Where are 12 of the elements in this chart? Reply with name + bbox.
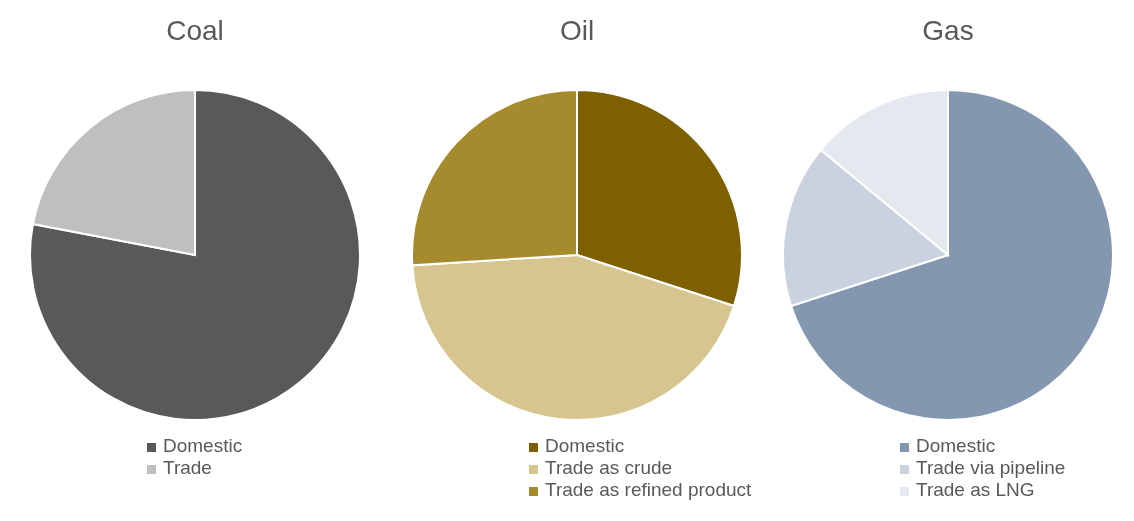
chart-title: Gas bbox=[922, 15, 974, 46]
pie-slice bbox=[29, 89, 361, 421]
legend-label: Trade as LNG bbox=[916, 479, 1035, 500]
legend-label: Trade as crude bbox=[545, 457, 673, 478]
chart-title: Coal bbox=[166, 15, 224, 46]
legend-label: Domestic bbox=[916, 435, 996, 456]
legend-label: Trade as refined product bbox=[545, 479, 753, 500]
legend-label: Trade via pipeline bbox=[916, 457, 1066, 478]
legend-label: Trade bbox=[163, 457, 212, 478]
chart-title: Oil bbox=[559, 15, 595, 46]
legend-label: Domestic bbox=[545, 435, 625, 456]
legend-label: Domestic bbox=[163, 435, 243, 456]
